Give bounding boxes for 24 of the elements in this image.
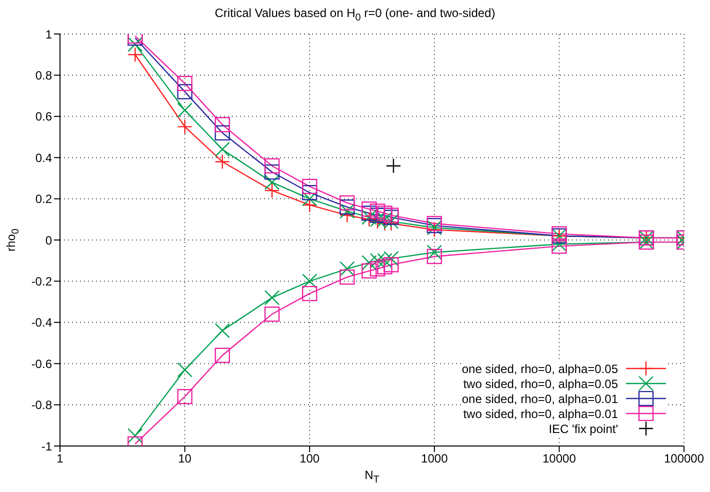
x-tick-label: 1000: [421, 452, 448, 466]
legend-label: one sided, rho=0, alpha=0.05: [462, 362, 618, 376]
x-tick-label: 10000: [542, 452, 576, 466]
x-axis-title: N$_{T}$: [364, 468, 380, 486]
legend-label: two sided, rho=0, alpha=0.01: [463, 406, 618, 420]
y-tick-label: -0.8: [31, 398, 52, 412]
y-tick-label: 0.8: [35, 68, 52, 82]
y-tick-label: -0.6: [31, 356, 52, 371]
y-tick-label: 1: [45, 27, 52, 42]
chart-title: Critical Values based on H$_{0}$ r=0 (one- and two-sided): [214, 6, 496, 24]
x-tick-label: 100000: [664, 452, 704, 466]
legend-label: two sided, rho=0, alpha=0.05: [463, 376, 618, 390]
legend-label: one sided, rho=0, alpha=0.01: [462, 392, 618, 406]
y-tick-label: 0.2: [35, 192, 52, 206]
y-tick-label: 0.4: [35, 150, 52, 165]
y-tick-label: 0.6: [35, 110, 52, 124]
x-tick-label: 10: [178, 452, 192, 466]
x-tick-label: 100: [300, 452, 320, 466]
y-tick-label: -0.2: [31, 274, 52, 288]
y-tick-label: -1: [41, 439, 52, 454]
y-tick-label: 0: [45, 233, 52, 248]
x-tick-label: 1: [56, 452, 64, 466]
legend-label: IEC 'fix point': [548, 422, 618, 436]
y-tick-label: -0.4: [31, 316, 52, 330]
